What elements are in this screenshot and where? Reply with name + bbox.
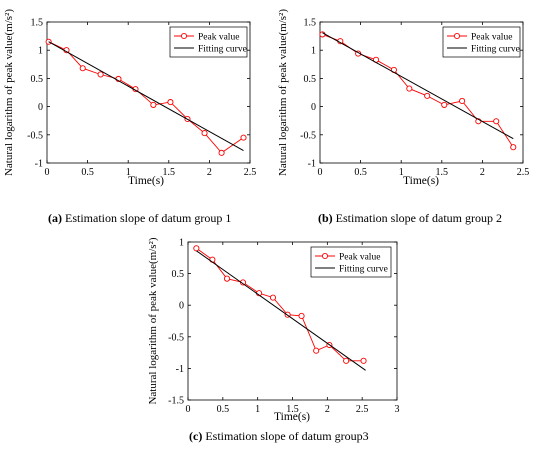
y-tick-label: -0.5: [168, 332, 184, 343]
peak-value-point: [298, 312, 305, 319]
caption-text: Estimation slope of datum group3: [202, 429, 368, 443]
x-axis-label: Time(s): [403, 175, 439, 187]
peak-value-point: [193, 245, 200, 252]
x-tick-label: 1.5: [163, 167, 176, 178]
x-tick-label: 0.5: [217, 404, 230, 415]
peak-value-point: [459, 97, 466, 105]
peak-value-point: [441, 101, 448, 108]
caption-letter: (c): [189, 429, 202, 443]
chart-panel-group-3: 0 0.5 1 1.5 2 2.5 3 -1.5 -1 -0.5 0 0.5 1 Time(s) Natur…: [147, 237, 400, 443]
peak-value-point: [223, 275, 231, 282]
caption-letter: (a): [48, 211, 62, 225]
panel-caption: (b) Estimation slope of datum group 2: [318, 211, 502, 225]
y-tick-label: -1: [176, 364, 184, 375]
peak-value-point: [79, 65, 86, 72]
y-tick-label: 0.5: [31, 74, 44, 85]
x-tick-label: 1: [255, 404, 260, 415]
x-axis-label: Time(s): [274, 411, 310, 423]
peak-value-point: [424, 92, 431, 99]
peak-value-point: [167, 99, 174, 106]
x-tick-label: 2: [325, 404, 330, 415]
legend-box: [442, 26, 521, 58]
peak-value-point: [240, 134, 247, 141]
legend-label: Fitting curve: [471, 44, 520, 54]
fitting-curve-line: [196, 250, 366, 371]
chart-panel-group-1: 0 0.5 1 1.5 2 2.5-1-0.500.511.5Time(s)Natural…: [3, 9, 256, 225]
peak-value-point: [201, 130, 208, 137]
y-tick-label: -0.5: [300, 130, 316, 141]
x-axis-label: Time(s): [128, 175, 164, 187]
x-tick-label: 2.5: [244, 167, 257, 178]
y-tick-label: 0.5: [304, 74, 317, 85]
peak-value-point: [493, 118, 500, 125]
y-tick-label: 1.5: [304, 18, 317, 29]
peak-value-point: [313, 347, 320, 354]
peak-value-point: [97, 71, 104, 78]
peak-value-line: [48, 41, 244, 154]
x-tick-label: 1.5: [286, 404, 299, 415]
legend-label: Peak value: [471, 32, 512, 42]
x-tick-label: 3: [395, 404, 400, 415]
legend-swatch-marker: [321, 252, 329, 260]
x-tick-label: 2.5: [517, 167, 530, 178]
y-tick-label: 1.5: [31, 18, 44, 29]
y-tick-label: -1.5: [168, 396, 184, 407]
x-tick-label: 2: [480, 167, 485, 178]
caption-letter: (b): [318, 211, 333, 225]
legend-label: Peak value: [198, 32, 239, 42]
fitting-curve-line: [48, 41, 244, 152]
legend-swatch-marker: [180, 32, 188, 40]
x-tick-label: 0.5: [354, 167, 367, 178]
legend-swatch-marker: [453, 32, 461, 40]
peak-value-point: [218, 149, 225, 156]
y-tick-label: 1: [179, 238, 184, 249]
y-tick-label: -1: [35, 159, 43, 170]
peak-value-point: [269, 294, 277, 301]
y-axis-label: Natural logarithm of peak value(m/s²): [147, 237, 159, 404]
y-tick-label: -1: [308, 159, 316, 170]
y-tick-label: 0: [38, 102, 43, 113]
y-tick-label: 0.5: [172, 269, 185, 280]
x-tick-label: 0: [186, 404, 191, 415]
peak-value-point: [510, 144, 517, 151]
caption-text: Estimation slope of datum group 2: [333, 211, 502, 225]
x-tick-label: 0: [318, 167, 323, 178]
legend-label: Peak value: [339, 252, 380, 262]
chart-panel-group-2: 0 0.5 1 1.5 2 2.5-1-0.500.511.5Time(s)Natural…: [277, 9, 529, 225]
legend-box: [169, 26, 248, 58]
y-tick-label: -0.5: [27, 130, 43, 141]
x-tick-label: 0.5: [81, 167, 94, 178]
x-tick-label: 2: [207, 167, 212, 178]
plot-area: [46, 21, 251, 164]
legend-label: Fitting curve: [339, 264, 388, 274]
x-tick-label: 2.5: [356, 404, 369, 415]
y-tick-label: 0: [179, 301, 184, 312]
panel-caption: (c) Estimation slope of datum group3: [189, 429, 369, 443]
y-tick-label: 0: [311, 102, 316, 113]
legend-label: Fitting curve: [198, 44, 247, 54]
x-tick-label: 1: [399, 167, 404, 178]
peak-value-point: [360, 357, 367, 364]
x-tick-label: 1.5: [436, 167, 449, 178]
y-tick-label: 1: [38, 46, 43, 57]
fitting-curve-line: [322, 32, 514, 140]
plot-area: [319, 21, 524, 164]
peak-value-point: [319, 31, 326, 38]
panel-caption: (a) Estimation slope of datum group 1: [48, 211, 231, 225]
y-tick-label: 1: [311, 46, 316, 57]
x-tick-label: 0: [45, 167, 50, 178]
legend-box: [310, 246, 392, 278]
peak-value-point: [406, 85, 413, 92]
y-axis-label: Natural logarithm of peak value(m/s²): [277, 9, 289, 176]
peak-value-point: [343, 357, 350, 364]
y-axis-label: Natural logarithm of peak value(m/s²): [3, 9, 15, 176]
peak-value-point: [150, 101, 157, 108]
caption-text: Estimation slope of datum group 1: [62, 211, 231, 225]
peak-value-line: [196, 247, 364, 362]
x-tick-label: 1: [126, 167, 131, 178]
